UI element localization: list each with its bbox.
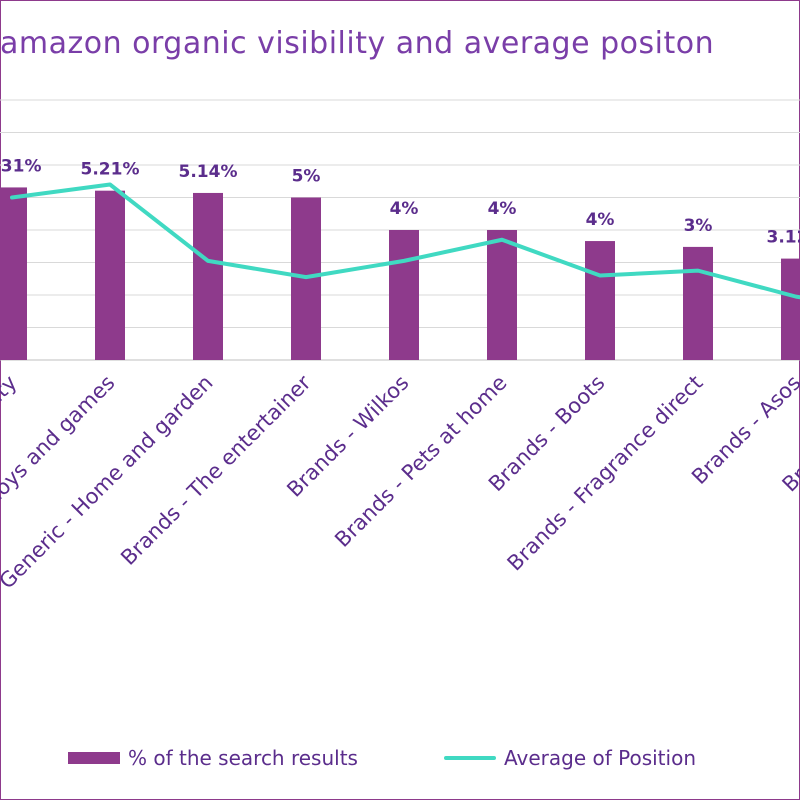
legend-item-line: Average of Position bbox=[444, 746, 696, 770]
legend-item-bars: % of the search results bbox=[68, 746, 358, 770]
data-label-7: 4% bbox=[586, 210, 615, 230]
legend-swatch-line bbox=[444, 756, 496, 760]
data-label-4: 5% bbox=[292, 167, 321, 187]
line-average-position bbox=[10, 182, 800, 300]
data-label-6: 4% bbox=[488, 199, 517, 219]
bar-8 bbox=[683, 246, 713, 360]
x-tick-label-4: Brands - The entertainer bbox=[116, 370, 316, 570]
data-label-5: 4% bbox=[390, 199, 419, 219]
data-label-8: 3% bbox=[684, 216, 713, 236]
bar-7 bbox=[585, 241, 615, 360]
bar-9 bbox=[781, 258, 800, 360]
x-tick-label-3: Generic - Home and garden bbox=[0, 371, 218, 594]
bar-1 bbox=[0, 187, 27, 360]
data-label-2: 5.21% bbox=[81, 160, 140, 180]
data-label-9: 3.12% bbox=[767, 228, 800, 248]
bar-6 bbox=[487, 230, 517, 360]
bar-2 bbox=[95, 190, 125, 360]
chart-legend: % of the search results Average of Posit… bbox=[0, 746, 800, 776]
x-tick-label-8: Brands - Fragrance direct bbox=[503, 371, 708, 576]
chart-title: amazon organic visibility and average po… bbox=[0, 26, 715, 61]
legend-swatch-bar bbox=[68, 752, 120, 764]
chart-plot: 5.31%5.21%5.14%5%4%4%4%3%3.12%Brands - B… bbox=[0, 99, 800, 594]
data-label-3: 5.14% bbox=[179, 162, 238, 182]
data-label-1: 5.31% bbox=[0, 156, 41, 176]
legend-label-line: Average of Position bbox=[504, 746, 696, 770]
legend-label-bars: % of the search results bbox=[128, 746, 358, 770]
bar-3 bbox=[193, 192, 223, 360]
bar-5 bbox=[389, 230, 419, 360]
x-tick-label-6: Brands - Pets at home bbox=[330, 371, 511, 552]
